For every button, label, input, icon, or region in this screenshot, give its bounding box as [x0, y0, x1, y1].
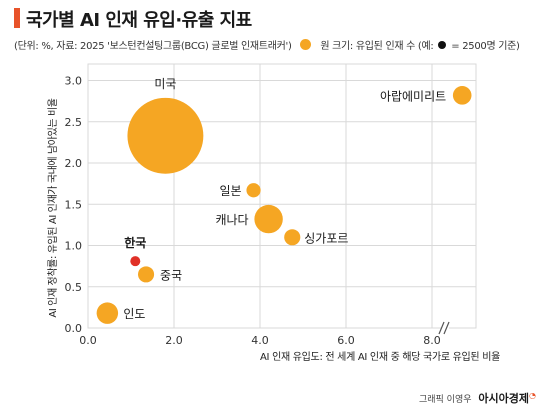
y-tick-label: 1.5	[65, 198, 83, 211]
point-label: 인도	[123, 307, 145, 321]
bubble-point	[130, 256, 141, 267]
bubble-layer	[96, 86, 472, 324]
title-accent-bar	[14, 8, 20, 28]
credit-line: 그래픽 이영우 아시아경제◔	[419, 390, 536, 406]
point-label: 중국	[160, 268, 182, 282]
legend-bubble-icon	[300, 39, 312, 50]
bubble-point	[96, 302, 119, 324]
source-note: (단위: %, 자료: 2025 '보스턴컨설팅그룹(BCG) 글로벌 인재트래…	[14, 41, 292, 52]
chart-title: 국가별 AI 인재 유입·유출 지표	[26, 10, 252, 31]
x-tick-label: 6.0	[337, 334, 355, 347]
axis-break-mark	[443, 321, 450, 335]
y-tick-label: 2.0	[65, 157, 83, 170]
y-tick-label: 0.5	[65, 281, 83, 294]
bubble-point	[138, 266, 155, 283]
y-tick-label: 0.0	[65, 322, 83, 335]
point-label: 캐나다	[215, 213, 248, 227]
x-tick-label: 2.0	[165, 334, 183, 347]
plot-border	[87, 63, 477, 329]
x-axis-label: AI 인재 유입도: 전 세계 AI 인재 중 해당 국가로 유입된 비율	[260, 350, 500, 363]
legend-size-text: 원 크기: 유입된 인재 수 (예:	[320, 41, 434, 52]
brand-mark-icon: ◔	[529, 391, 536, 400]
y-axis-label: AI 인재 정착률: 유입된 AI 인재가 국내에 남아있는 비율	[46, 98, 59, 317]
x-tick-label: 8.0	[423, 334, 441, 347]
point-label: 한국	[124, 235, 146, 250]
point-label: 아랍에미리트	[380, 89, 446, 103]
y-tick-label: 1.0	[65, 240, 83, 253]
x-tick-label: 4.0	[251, 334, 269, 347]
brand-logo: 아시아경제	[478, 392, 530, 405]
y-tick-label: 3.0	[65, 75, 83, 88]
axis-break-gap	[441, 320, 449, 336]
point-label: 일본	[219, 184, 241, 198]
axis-break-mark	[438, 321, 445, 335]
bubble-point	[452, 86, 472, 105]
chart-subtitle: (단위: %, 자료: 2025 '보스턴컨설팅그룹(BCG) 글로벌 인재트래…	[14, 37, 520, 52]
point-label: 미국	[154, 77, 176, 91]
legend-reference-dot-icon	[438, 41, 447, 49]
grid-layer	[87, 63, 477, 329]
bubble-point	[127, 97, 204, 174]
x-tick-label: 0.0	[79, 334, 97, 347]
y-tick-label: 2.5	[65, 116, 83, 129]
bubble-point	[246, 183, 261, 198]
bubble-point	[284, 229, 301, 246]
graphic-author: 그래픽 이영우	[418, 395, 472, 405]
point-label: 싱가포르	[304, 231, 348, 245]
axis-layer: 0.0 0.5 1.0 1.5 2.0 2.5 3.0 0.0 2.0 4.0 6.0 8.0 AI 인…	[46, 75, 500, 364]
legend-size-value: = 2500명 기준)	[451, 41, 520, 52]
bubble-point	[254, 204, 283, 234]
